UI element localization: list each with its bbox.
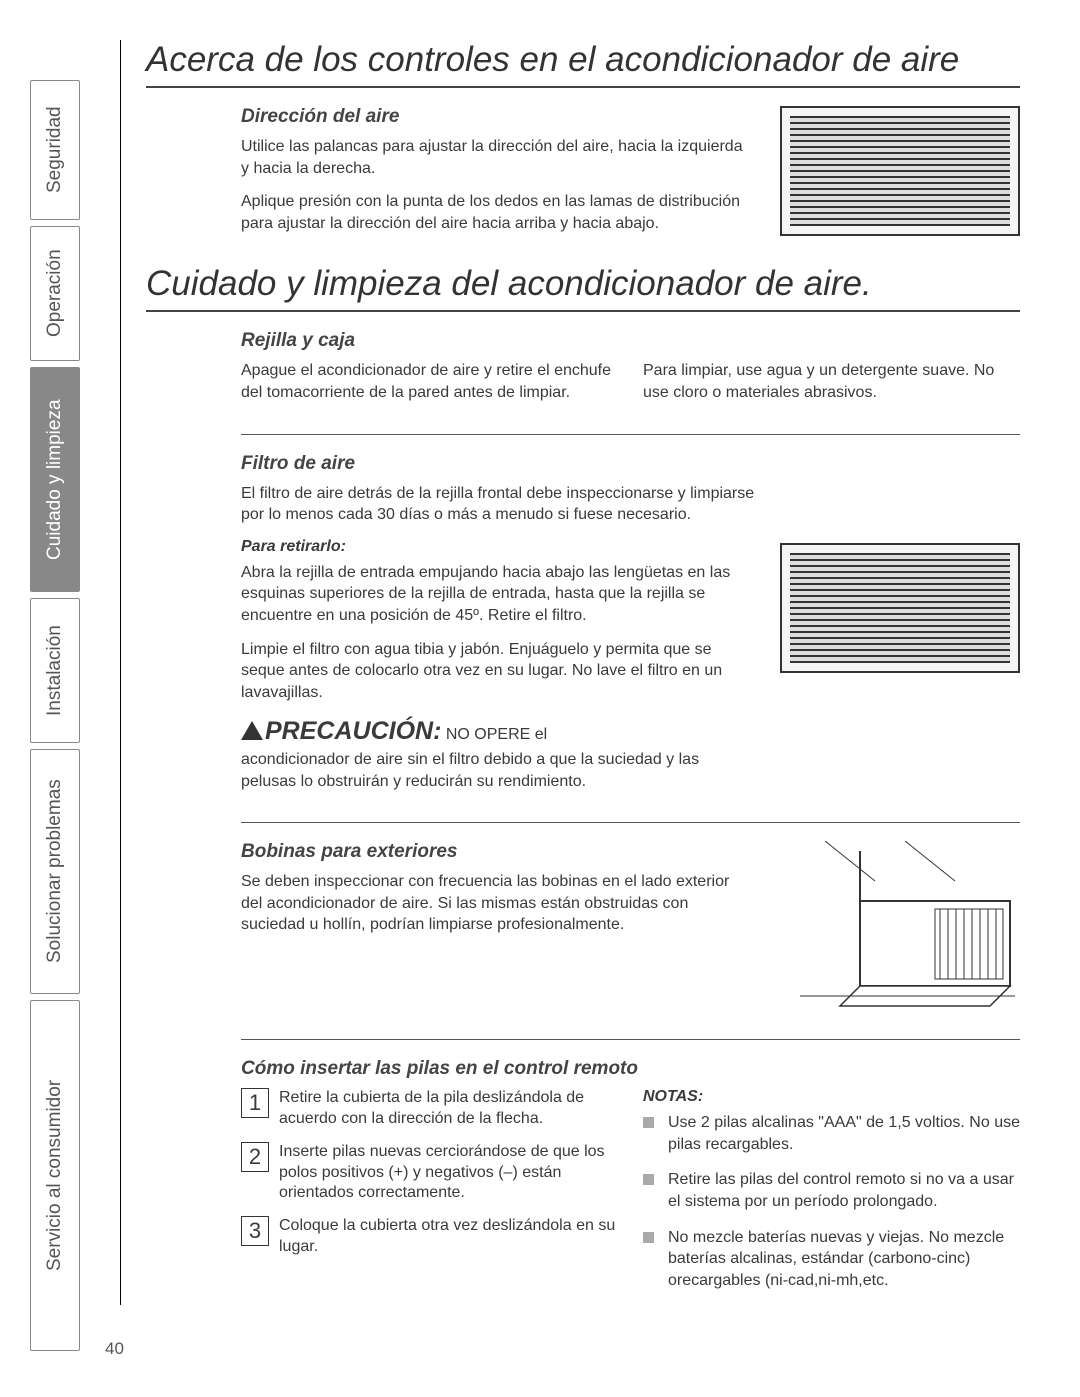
tab-cuidado[interactable]: Cuidado y limpieza [30, 367, 80, 592]
divider [241, 1039, 1020, 1040]
bullet-icon [643, 1117, 654, 1128]
page-title-1: Acerca de los controles en el acondicion… [146, 40, 1020, 88]
grille-p2: Para limpiar, use agua y un detergente s… [643, 360, 1020, 403]
notes-label: NOTAS: [643, 1088, 1020, 1106]
step-2-text: Inserte pilas nuevas cerciorándose de qu… [279, 1142, 618, 1204]
section-grille: Rejilla y caja Apague el acondicionador … [146, 330, 1020, 415]
step-1: 1 Retire la cubierta de la pila deslizán… [241, 1088, 618, 1130]
step-3-text: Coloque la cubierta otra vez deslizándol… [279, 1216, 618, 1258]
heading-filter: Filtro de aire [241, 453, 1020, 475]
divider [241, 434, 1020, 435]
filter-p3: Limpie el filtro con agua tibia y jabón.… [241, 639, 755, 704]
step-num-2: 2 [241, 1142, 269, 1172]
side-tabs: Seguridad Operación Cuidado y limpieza I… [30, 80, 80, 1357]
note-3: No mezcle baterías nuevas y viejas. No m… [643, 1227, 1020, 1292]
note-1: Use 2 pilas alcalinas "AAA" de 1,5 volti… [643, 1112, 1020, 1155]
notes-list: Use 2 pilas alcalinas "AAA" de 1,5 volti… [643, 1112, 1020, 1291]
air-dir-p2: Aplique presión con la punta de los dedo… [241, 191, 755, 234]
tab-instalacion[interactable]: Instalación [30, 598, 80, 743]
filter-p2: Abra la rejilla de entrada empujando hac… [241, 562, 755, 627]
step-num-3: 3 [241, 1216, 269, 1246]
tab-seguridad[interactable]: Seguridad [30, 80, 80, 220]
note-2: Retire las pilas del control remoto si n… [643, 1169, 1020, 1212]
caution-rest: acondicionador de aire sin el filtro deb… [241, 751, 699, 790]
filter-subhead: Para retirarlo: [241, 538, 755, 556]
coils-p1: Se deben inspeccionar con frecuencia las… [241, 871, 755, 936]
section-air-direction: Dirección del aire Utilice las palancas … [146, 106, 1020, 246]
tab-solucionar[interactable]: Solucionar problemas [30, 749, 80, 994]
illustration-filter [780, 543, 1020, 673]
caution-lead: NO OPERE el [441, 726, 547, 743]
illustration-air-direction [780, 106, 1020, 236]
filter-p1: El filtro de aire detrás de la rejilla f… [241, 483, 755, 526]
heading-air-direction: Dirección del aire [241, 106, 755, 128]
heading-batteries: Cómo insertar las pilas en el control re… [241, 1058, 1020, 1080]
tab-servicio[interactable]: Servicio al consumidor [30, 1000, 80, 1351]
section-filter: Filtro de aire El filtro de aire detrás … [146, 453, 1020, 805]
step-1-text: Retire la cubierta de la pila deslizándo… [279, 1088, 618, 1130]
bullet-icon [643, 1232, 654, 1243]
tab-operacion[interactable]: Operación [30, 226, 80, 361]
grille-p1: Apague el acondicionador de aire y retir… [241, 360, 618, 403]
step-2: 2 Inserte pilas nuevas cerciorándose de … [241, 1142, 618, 1204]
caution-word: PRECAUCIÓN: [265, 717, 441, 745]
caution-block: PRECAUCIÓN: NO OPERE el acondicionador d… [241, 715, 755, 792]
section-coils: Bobinas para exteriores Se deben inspecc… [146, 841, 1020, 1021]
heading-coils: Bobinas para exteriores [241, 841, 755, 863]
page-title-2: Cuidado y limpieza del acondicionador de… [146, 264, 1020, 312]
illustration-coils [780, 841, 1020, 1021]
page-content: Acerca de los controles en el acondicion… [120, 40, 1020, 1305]
air-dir-p1: Utilice las palancas para ajustar la dir… [241, 136, 755, 179]
page-number: 40 [105, 1339, 124, 1359]
warning-icon [241, 721, 263, 740]
divider [241, 822, 1020, 823]
bullet-icon [643, 1174, 654, 1185]
heading-grille: Rejilla y caja [241, 330, 1020, 352]
section-batteries: Cómo insertar las pilas en el control re… [146, 1058, 1020, 1305]
step-num-1: 1 [241, 1088, 269, 1118]
step-3: 3 Coloque la cubierta otra vez deslizánd… [241, 1216, 618, 1258]
